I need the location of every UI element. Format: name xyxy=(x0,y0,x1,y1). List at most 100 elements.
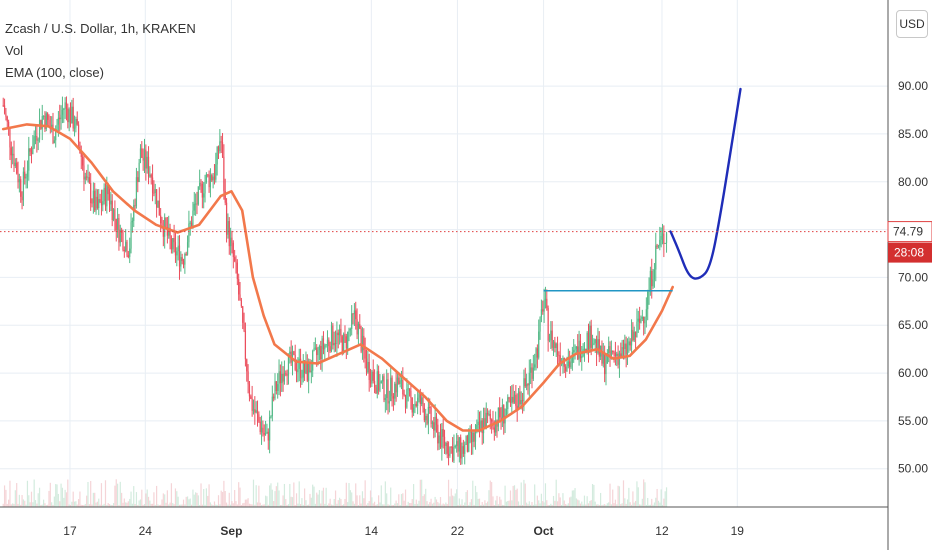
candle-body xyxy=(156,189,158,208)
candle-body xyxy=(511,396,513,403)
candle-body xyxy=(504,415,506,424)
candle-body xyxy=(387,379,389,404)
candle-body xyxy=(208,174,210,188)
candle-body xyxy=(157,200,159,208)
volume-bar xyxy=(598,504,600,507)
candle-body xyxy=(108,194,111,205)
candle-body xyxy=(375,387,377,394)
volume-bar xyxy=(643,479,645,507)
volume-bar xyxy=(135,492,138,507)
candle-body xyxy=(333,343,335,346)
candle-body xyxy=(153,192,155,194)
volume-bar xyxy=(655,497,657,507)
candle-body xyxy=(310,370,312,373)
candle-body xyxy=(10,147,12,156)
volume-bar xyxy=(299,504,302,507)
volume-bar xyxy=(493,504,495,507)
volume-bar xyxy=(262,504,264,507)
candle-body xyxy=(618,353,621,365)
candle-body xyxy=(412,407,415,413)
candle-body xyxy=(25,176,27,179)
volume-bar xyxy=(192,489,194,507)
volume-bar xyxy=(324,503,326,507)
volume-bar xyxy=(499,496,501,507)
candle-body xyxy=(102,201,104,206)
volume-bar xyxy=(224,491,226,507)
candle-body xyxy=(639,318,641,323)
volume-indicator-label[interactable]: Vol xyxy=(5,43,24,58)
volume-bar xyxy=(64,489,66,507)
candle-body xyxy=(137,177,139,183)
volume-bar xyxy=(297,503,299,507)
volume-bar xyxy=(434,496,436,507)
candle-body xyxy=(98,198,100,209)
volume-bar xyxy=(410,503,412,507)
volume-bar xyxy=(614,499,617,507)
candle-body xyxy=(431,422,434,424)
volume-bar xyxy=(473,504,475,507)
candle-body xyxy=(316,347,318,356)
candle-body xyxy=(243,322,245,331)
candle-body xyxy=(569,361,571,368)
candle-body xyxy=(419,394,421,404)
candle-body xyxy=(112,209,115,221)
volume-bar xyxy=(570,496,572,507)
candle-body xyxy=(248,384,251,397)
candle-body xyxy=(283,373,286,382)
candle-body xyxy=(443,436,446,446)
candle-body xyxy=(195,203,197,205)
candle-body xyxy=(396,377,399,393)
volume-bar xyxy=(622,480,625,507)
volume-bar xyxy=(608,502,610,507)
candle-body xyxy=(383,376,385,401)
volume-bar xyxy=(295,493,298,507)
candle-body xyxy=(472,432,474,443)
volume-bar xyxy=(485,503,487,507)
volume-bar xyxy=(34,500,37,507)
candle-body xyxy=(485,412,487,429)
symbol-title[interactable]: Zcash / U.S. Dollar, 1h, KRAKEN xyxy=(5,21,196,36)
currency-button[interactable]: USD xyxy=(896,10,928,38)
volume-bar xyxy=(154,504,156,507)
candle-body xyxy=(593,343,595,345)
volume-bar xyxy=(195,492,197,507)
candle-body xyxy=(656,245,658,247)
candle-body xyxy=(205,174,207,182)
candle-body xyxy=(644,316,646,324)
volume-bar xyxy=(476,492,478,507)
candle-body xyxy=(521,400,524,402)
candle-body xyxy=(127,255,129,257)
candle-body xyxy=(474,431,477,442)
candle-body xyxy=(547,308,549,341)
volume-bar xyxy=(8,499,10,507)
volume-bar xyxy=(445,502,447,507)
volume-bar xyxy=(56,484,58,507)
candle-body xyxy=(655,245,657,270)
candle-body xyxy=(270,416,272,418)
ema-indicator-label[interactable]: EMA (100, close) xyxy=(5,65,104,80)
volume-bar xyxy=(375,504,377,507)
volume-bar xyxy=(456,489,458,507)
volume-bar xyxy=(457,504,459,507)
candle-body xyxy=(598,339,600,357)
candle-body xyxy=(96,196,99,209)
volume-bar xyxy=(411,499,413,507)
candle-body xyxy=(653,269,656,280)
candle-body xyxy=(462,446,464,454)
candle-body xyxy=(258,414,260,422)
volume-bar xyxy=(203,488,205,507)
candle-body xyxy=(314,347,316,349)
volume-bar xyxy=(417,503,419,507)
volume-bar xyxy=(320,503,322,507)
candle-body xyxy=(398,377,400,384)
candle-body xyxy=(134,205,136,207)
candle-body xyxy=(551,330,553,348)
volume-bar xyxy=(421,479,423,507)
candle-body xyxy=(162,227,164,237)
candle-body xyxy=(83,165,85,180)
candle-body xyxy=(221,142,224,157)
candle-body xyxy=(376,371,378,394)
volume-bar xyxy=(353,503,355,507)
volume-bar xyxy=(181,504,183,507)
